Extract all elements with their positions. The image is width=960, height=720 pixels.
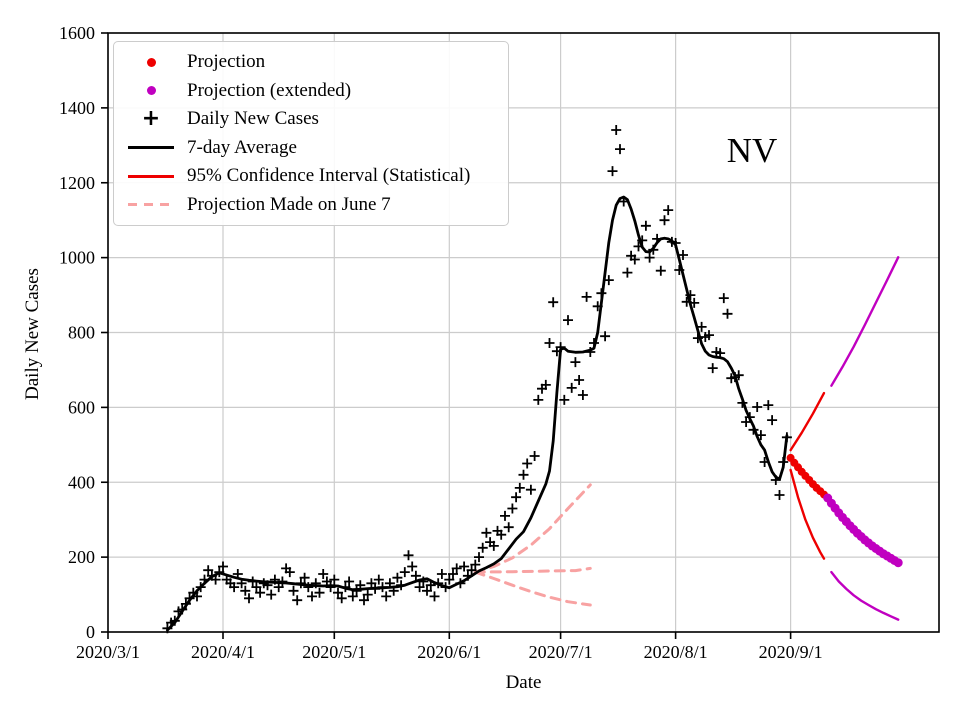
dashed-line-icon <box>128 203 174 207</box>
series-95-confidence-interval-upper-extended- <box>830 256 900 387</box>
series-projection-extended- <box>823 493 903 568</box>
legend-label: Projection (extended) <box>187 79 352 101</box>
series-95-confidence-interval-lower <box>789 468 826 560</box>
projection-dot <box>893 558 903 568</box>
y-tick-label: 600 <box>68 397 95 417</box>
x-tick-label: 2020/9/1 <box>759 642 823 662</box>
series-projection-made-on-june-7-middle- <box>473 566 592 574</box>
legend-item: Projection Made on June 7 <box>128 191 508 219</box>
line-icon <box>128 174 174 178</box>
y-tick-label: 200 <box>68 547 95 567</box>
legend-label: Projection Made on June 7 <box>187 193 391 215</box>
legend-label: Projection <box>187 51 266 73</box>
legend-item: + Daily New Cases <box>128 105 508 133</box>
y-axis-title: Daily New Cases <box>22 268 43 400</box>
series-projection <box>786 453 832 502</box>
y-tick-label: 0 <box>86 622 95 642</box>
y-tick-label: 800 <box>68 323 95 343</box>
legend-item: Projection <box>128 48 508 76</box>
legend-item: 7-day Average <box>128 134 508 162</box>
series-7-day-average <box>166 195 789 632</box>
y-tick-label: 400 <box>68 472 95 492</box>
x-tick-label: 2020/4/1 <box>191 642 255 662</box>
y-tick-label: 1400 <box>59 98 95 118</box>
plus-marker-icon: + <box>141 106 161 132</box>
series-daily-new-cases <box>162 125 792 634</box>
dot-marker-icon <box>128 86 174 96</box>
x-axis-title: Date <box>505 672 542 693</box>
legend: Projection Projection (extended) + Daily Ne… <box>113 41 509 226</box>
state-annotation: NV <box>726 131 778 170</box>
line-icon <box>128 146 174 150</box>
series-projection-made-on-june-7-lower- <box>473 570 592 607</box>
x-tick-label: 2020/5/1 <box>302 642 366 662</box>
dot-marker-icon <box>128 57 174 67</box>
legend-label: Daily New Cases <box>187 108 319 130</box>
y-tick-label: 1000 <box>59 248 95 268</box>
x-tick-label: 2020/8/1 <box>644 642 708 662</box>
legend-item: 95% Confidence Interval (Statistical) <box>128 162 508 190</box>
x-tick-label: 2020/3/1 <box>76 642 140 662</box>
y-tick-label: 1200 <box>59 173 95 193</box>
series-95-confidence-interval-lower-extended- <box>830 570 900 621</box>
y-tick-label: 1600 <box>59 23 95 43</box>
x-tick-label: 2020/7/1 <box>529 642 593 662</box>
legend-label: 7-day Average <box>187 136 297 158</box>
series-95-confidence-interval-upper <box>789 391 826 452</box>
x-tick-label: 2020/6/1 <box>417 642 481 662</box>
legend-label: 95% Confidence Interval (Statistical) <box>187 165 471 187</box>
series-projection-made-on-june-7-upper- <box>473 483 592 574</box>
legend-item: Projection (extended) <box>128 77 508 105</box>
